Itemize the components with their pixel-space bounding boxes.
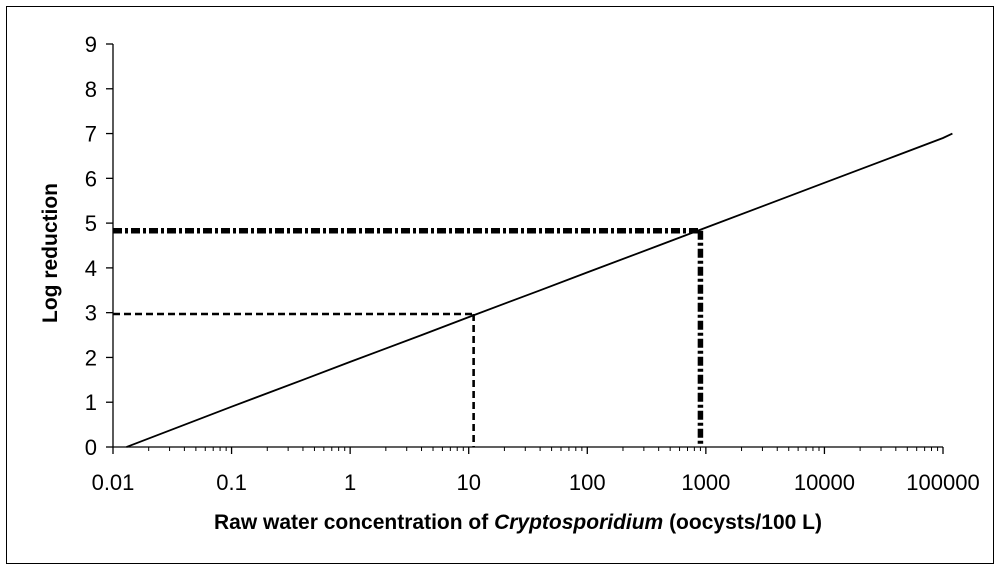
y-axis-title: Log reduction bbox=[39, 183, 62, 323]
axes bbox=[106, 43, 944, 454]
x-tick-label: 0.1 bbox=[216, 470, 247, 495]
y-tick-label: 6 bbox=[85, 166, 97, 191]
x-tick-label: 10 bbox=[456, 470, 480, 495]
y-tick-label: 9 bbox=[85, 32, 97, 57]
chart-frame bbox=[6, 6, 994, 564]
y-tick-label: 4 bbox=[85, 256, 97, 281]
x-axis-title-part-3: (oocysts/100 L) bbox=[663, 511, 822, 534]
y-tick-label: 7 bbox=[85, 122, 97, 147]
y-tick-label: 5 bbox=[85, 211, 97, 236]
y-tick-label: 1 bbox=[85, 390, 97, 415]
x-axis-title: Raw water concentration of Cryptosporidi… bbox=[214, 511, 822, 534]
y-tick-label: 2 bbox=[85, 345, 97, 370]
x-axis-title-part-1: Raw water concentration of bbox=[214, 511, 494, 534]
x-tick-label: 1 bbox=[344, 470, 356, 495]
x-tick-label: 0.01 bbox=[92, 470, 135, 495]
series-layer bbox=[126, 132, 953, 448]
x-tick-label: 100 bbox=[569, 470, 606, 495]
tick-labels: 0 1 2 3 4 5 6 7 8 9 0.01 0.1 1 10 100 1000 10000 100000 bbox=[85, 32, 980, 495]
x-tick-label: 100000 bbox=[906, 470, 979, 495]
x-tick-label: 10000 bbox=[794, 470, 855, 495]
reference-lines bbox=[113, 227, 704, 447]
y-tick-label: 3 bbox=[85, 301, 97, 326]
x-tick-label: 1000 bbox=[681, 470, 730, 495]
x-axis-title-italic: Cryptosporidium bbox=[494, 511, 663, 534]
y-tick-label: 0 bbox=[85, 435, 97, 460]
series-line bbox=[126, 132, 953, 448]
y-tick-label: 8 bbox=[85, 77, 97, 102]
